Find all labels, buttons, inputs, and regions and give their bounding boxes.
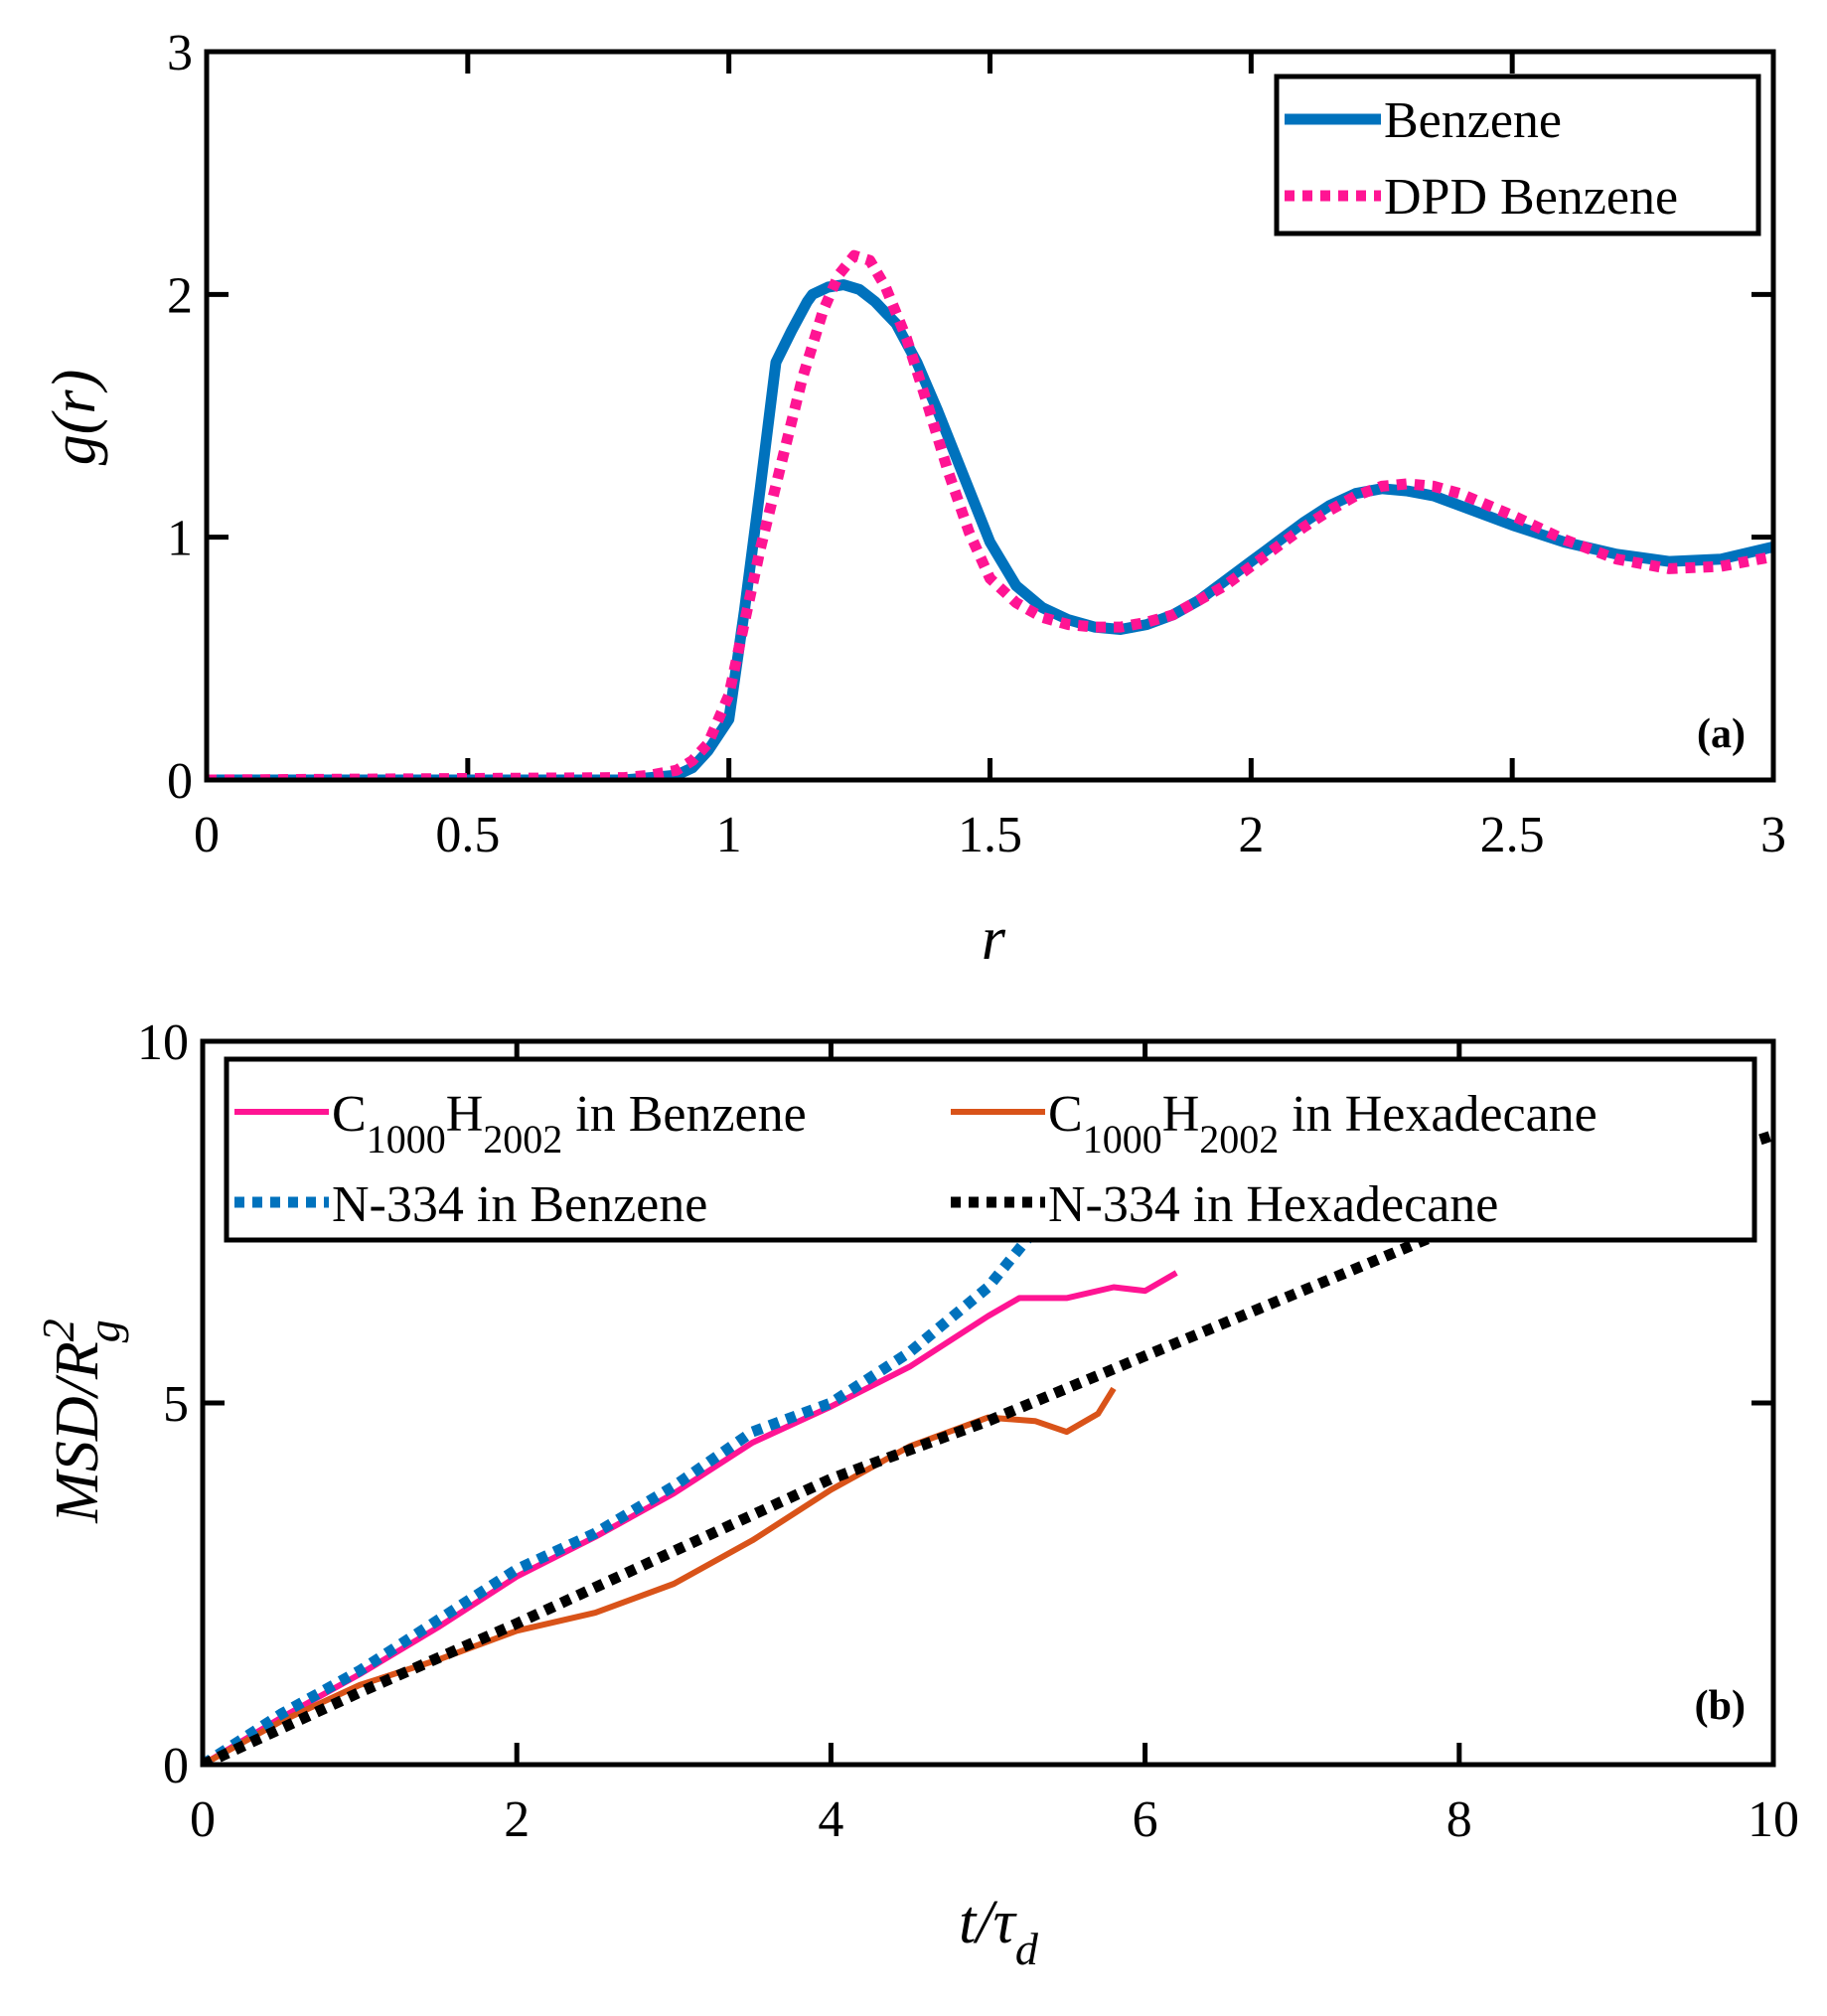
- y-tick-label-3: 3: [167, 25, 193, 81]
- panel-b-y-axis-title: MSD/R2g: [33, 1318, 129, 1524]
- x-tick-label-0: 0: [194, 807, 220, 863]
- x-tick-label-1: 1: [716, 807, 742, 863]
- panel-a-legend-label-benzene: Benzene: [1384, 92, 1562, 149]
- panel-a-legend-label-dpd-benzene: DPD Benzene: [1384, 169, 1678, 226]
- panel-a-legend: Benzene DPD Benzene: [1274, 74, 1761, 236]
- x-tick-label-1-5: 1.5: [958, 807, 1022, 863]
- x-tick-label-2: 2: [1238, 807, 1264, 863]
- x-tick-label-4: 4: [818, 1791, 843, 1848]
- series-line-n-334-in-benzene: [203, 1225, 1040, 1765]
- panel-a-series: [207, 249, 1773, 780]
- x-tick-label-6: 6: [1133, 1791, 1158, 1848]
- panel-b-msd-chart: 0 2 4 6 8 10 0 5 10 t/τd MSD/R2g C1000H2002 in B…: [33, 1014, 1799, 1974]
- series-line-dpd-benzene: [207, 249, 1773, 780]
- panel-b-axes-frame: [200, 1038, 1776, 1768]
- panel-b-legend-label-c1000-benzene: C1000H2002 in Benzene: [332, 1086, 807, 1162]
- panel-b-legend-box: [224, 1056, 1757, 1243]
- y-tick-label-10: 10: [137, 1014, 189, 1071]
- series-line-c1000h2002-in-benzene: [203, 1270, 1178, 1765]
- panel-b-legend-label-n334-hexadecane: N-334 in Hexadecane: [1048, 1176, 1498, 1233]
- x-tick-label-0-5: 0.5: [435, 807, 500, 863]
- y-tick-label-0: 0: [167, 753, 193, 810]
- y-tick-label-1: 1: [167, 511, 193, 567]
- panel-a-tick-labels: 0 0.5 1 1.5 2 2.5 3 0 1 2 3: [167, 25, 1786, 863]
- panel-a-gr-chart: 0 0.5 1 1.5 2 2.5 3 0 1 2 3 r g(r) Benzene DPD Ben…: [41, 25, 1786, 973]
- panel-a-x-axis-title: r: [982, 905, 1006, 973]
- x-tick-label-2: 2: [504, 1791, 530, 1848]
- x-tick-label-8: 8: [1446, 1791, 1472, 1848]
- series-line-benzene: [207, 279, 1773, 780]
- panel-b-tick-labels: 0 2 4 6 8 10 0 5 10: [137, 1014, 1799, 1848]
- panel-b-legend-label-c1000-hexadecane: C1000H2002 in Hexadecane: [1048, 1086, 1598, 1162]
- panel-a-y-axis-title: g(r): [41, 370, 108, 465]
- x-tick-label-2-5: 2.5: [1480, 807, 1545, 863]
- panel-a-label: (a): [1697, 711, 1746, 757]
- x-tick-label-3: 3: [1760, 807, 1786, 863]
- y-tick-label-5: 5: [163, 1376, 189, 1433]
- panel-b-legend-label-n334-benzene: N-334 in Benzene: [332, 1176, 707, 1233]
- y-tick-label-0: 0: [163, 1738, 189, 1794]
- panel-b-legend: C1000H2002 in Benzene C1000H2002 in Hexa…: [224, 1056, 1757, 1243]
- panel-a-axes-frame: [204, 49, 1776, 783]
- y-tick-label-2: 2: [167, 267, 193, 324]
- panel-b-label: (b): [1695, 1683, 1746, 1729]
- x-tick-label-0: 0: [190, 1791, 216, 1848]
- x-tick-label-10: 10: [1748, 1791, 1799, 1848]
- panel-b-x-axis-title: t/τd: [959, 1889, 1039, 1974]
- panel-a-legend-box: [1274, 74, 1761, 236]
